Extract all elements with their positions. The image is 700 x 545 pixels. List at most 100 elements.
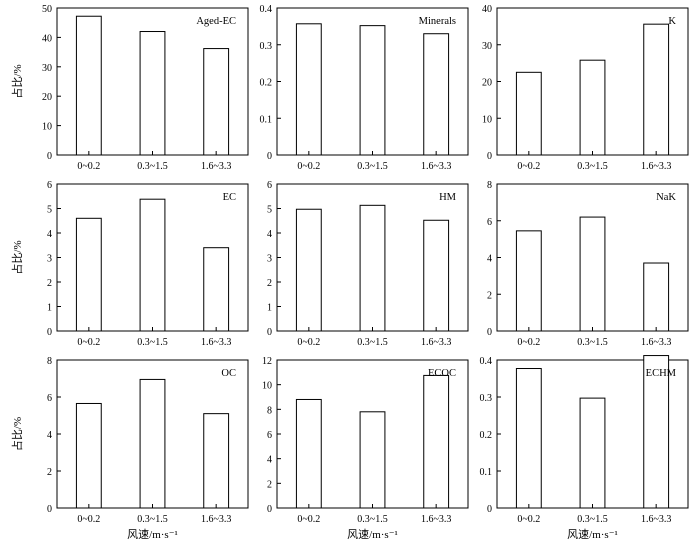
bar [579,59,606,156]
panel-title: K [668,16,676,27]
bar [423,219,450,332]
y-axis-label: 占比/% [10,240,24,274]
y-tick-label: 4 [47,430,52,441]
y-tick-label: 0.1 [260,114,273,125]
y-axis-label: 占比/% [10,64,24,98]
x-tick-label: 0~0.2 [77,514,100,525]
x-tick-label: 0~0.2 [297,514,320,525]
bar [139,198,166,332]
bar [515,230,542,332]
bar [423,33,450,156]
y-tick-label: 10 [262,381,272,392]
x-axis-label: 风速/m·s⁻¹ [567,528,618,541]
y-tick-label: 6 [47,393,52,404]
x-tick-label: 1.6~3.3 [641,337,671,348]
bar [515,368,542,509]
bar [295,23,322,156]
bar [643,23,670,156]
x-tick-label: 0.3~1.5 [577,161,607,172]
bar [295,398,322,509]
y-tick-label: 0 [487,327,492,338]
bar [139,378,166,509]
y-tick-label: 0 [267,151,272,162]
y-tick-label: 0 [487,504,492,515]
y-tick-label: 40 [42,33,52,44]
chart-panel-nak: 0 2 4 6 8 0~0.2 0.3~1.5 1.6~3.3 NaK [487,180,689,348]
bar [203,247,230,332]
y-tick-label: 10 [42,122,52,133]
x-tick-label: 1.6~3.3 [421,514,451,525]
chart-panel-oc: 0 2 4 6 8 0~0.2 0.3~1.5 1.6~3.3 OC 占比/% 风速/m·s⁻¹ [10,356,249,541]
x-tick-label: 1.6~3.3 [421,337,451,348]
y-tick-label: 0 [267,327,272,338]
y-tick-label: 10 [482,114,492,125]
x-tick-label: 0~0.2 [77,337,100,348]
bar [75,15,102,156]
y-tick-label: 0 [487,151,492,162]
panel-title: ECHM [646,368,677,379]
bar [643,262,670,332]
bar [359,25,386,156]
x-tick-label: 1.6~3.3 [201,161,231,172]
y-tick-label: 0 [47,151,52,162]
bar [203,413,230,509]
y-tick-label: 8 [267,405,272,416]
panel-title: Minerals [419,16,456,27]
bar [75,217,102,332]
x-tick-label: 0.3~1.5 [357,337,387,348]
y-tick-label: 0.4 [260,4,273,15]
x-tick-label: 0.3~1.5 [357,514,387,525]
chart-panel-minerals: 0 0.1 0.2 0.3 0.4 0~0.2 0.3~1.5 1.6~3.3 Minerals [260,4,469,172]
panel-title: ECOC [428,368,456,379]
x-tick-label: 0~0.2 [297,161,320,172]
y-tick-label: 6 [47,180,52,191]
bar [579,397,606,509]
x-tick-label: 1.6~3.3 [201,337,231,348]
bar [139,31,166,156]
bar [359,411,386,509]
panel-title: HM [439,192,457,203]
y-tick-label: 30 [482,41,492,52]
bar [515,71,542,156]
x-tick-label: 1.6~3.3 [641,161,671,172]
y-tick-label: 5 [267,205,272,216]
panel-title: OC [221,368,236,379]
chart-panel-ecoc: 0 2 4 6 8 10 12 0~0.2 0.3~1.5 1.6~3.3 ECOC 风速/m·s⁻¹ [262,356,469,541]
y-tick-label: 4 [47,229,52,240]
y-tick-label: 2 [267,479,272,490]
chart-panel-hm: 0 1 2 3 4 5 6 0~0.2 0.3~1.5 1.6~3.3 HM [267,180,469,348]
y-tick-label: 3 [47,254,52,265]
x-tick-label: 0~0.2 [517,514,540,525]
chart-panel-ec: 0 1 2 3 4 5 6 0~0.2 0.3~1.5 1.6~3.3 EC 占比/% [10,180,249,348]
chart-panel-aged-ec: 0 10 20 30 40 50 0~0.2 0.3~1.5 1.6~3.3 Aged-EC 占比/… [10,4,249,172]
y-axis-label: 占比/% [10,417,24,451]
x-tick-label: 0.3~1.5 [577,514,607,525]
panel-title: EC [223,192,236,203]
x-tick-label: 0.3~1.5 [137,161,167,172]
y-tick-label: 0.2 [260,78,273,89]
y-tick-label: 8 [487,180,492,191]
y-tick-label: 2 [47,467,52,478]
y-tick-label: 2 [487,290,492,301]
y-tick-label: 2 [47,278,52,289]
bar [579,216,606,332]
y-tick-label: 0.3 [480,393,493,404]
x-tick-label: 0.3~1.5 [357,161,387,172]
bar [643,355,670,509]
x-tick-label: 0.3~1.5 [137,514,167,525]
y-tick-label: 0 [267,504,272,515]
y-tick-label: 6 [267,180,272,191]
y-tick-label: 0 [47,327,52,338]
x-axis-label: 风速/m·s⁻¹ [127,528,178,541]
y-tick-label: 0.1 [480,467,493,478]
y-tick-label: 50 [42,4,52,15]
panel-title: Aged-EC [196,16,236,27]
y-tick-label: 1 [267,303,272,314]
bar [203,48,230,156]
y-tick-label: 0.3 [260,41,273,52]
panel-title: NaK [656,192,676,203]
x-axis-label: 风速/m·s⁻¹ [347,528,398,541]
y-tick-label: 6 [267,430,272,441]
y-tick-label: 3 [267,254,272,265]
y-tick-label: 4 [487,254,492,265]
